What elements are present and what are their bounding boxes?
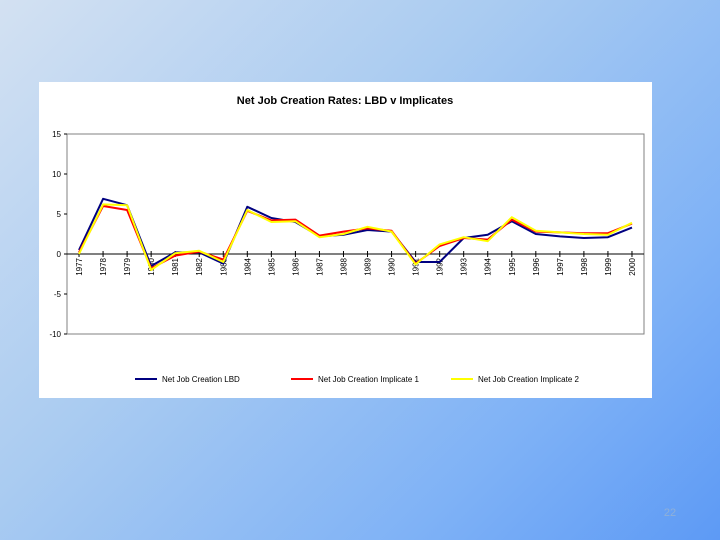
legend-label-2: Net Job Creation Implicate 1	[318, 375, 419, 384]
chart-title: Net Job Creation Rates: LBD v Implicates	[237, 95, 453, 107]
legend-label-1: Net Job Creation LBD	[162, 375, 240, 384]
x-tick-label: 1987	[315, 257, 324, 275]
x-tick-label: 1978	[99, 257, 108, 275]
x-tick-label: 1998	[580, 257, 589, 275]
y-tick-label: 5	[57, 210, 62, 219]
x-tick-label: 1990	[388, 257, 397, 275]
x-tick-label: 1996	[532, 257, 541, 275]
x-tick-label: 1982	[195, 257, 204, 275]
x-tick-label: 1995	[508, 257, 517, 275]
x-tick-label: 1985	[267, 257, 276, 275]
x-tick-label: 1991	[412, 257, 421, 275]
plot-area-border	[66, 133, 645, 335]
series-line-1	[78, 197, 633, 267]
x-tick-label: 1983	[219, 257, 228, 275]
x-tick-label: 1979	[123, 257, 132, 275]
x-tick-label: 1988	[339, 257, 348, 275]
page-number: 22	[663, 507, 677, 519]
legend-label-3: Net Job Creation Implicate 2	[478, 375, 579, 384]
x-tick-label: 1986	[291, 257, 300, 275]
line-chart: Net Job Creation Rates: LBD v Implicates…	[49, 95, 645, 384]
x-tick-label: 1981	[171, 257, 180, 275]
x-tick-label: 1999	[604, 257, 613, 275]
x-tick-label: 1993	[460, 257, 469, 275]
x-tick-label: 1989	[364, 257, 373, 275]
y-tick-label: -10	[49, 330, 61, 339]
x-tick-label: 1994	[484, 257, 493, 275]
series-layer	[78, 197, 633, 271]
y-tick-label: -5	[54, 290, 62, 299]
chart-panel: Net Job Creation Rates: LBD v Implicates…	[39, 82, 652, 398]
x-tick-label: 2000	[628, 257, 637, 275]
legend: Net Job Creation LBD Net Job Creation Imp…	[135, 375, 579, 384]
y-tick-label: 15	[52, 130, 61, 139]
y-tick-label: 0	[57, 250, 62, 259]
x-tick-label: 1997	[556, 257, 565, 275]
x-tick-label: 1992	[436, 257, 445, 275]
y-tick-label: 10	[52, 170, 61, 179]
series-line-3	[78, 203, 633, 271]
x-tick-label: 1977	[75, 257, 84, 275]
x-tick-label: 1984	[243, 257, 252, 275]
